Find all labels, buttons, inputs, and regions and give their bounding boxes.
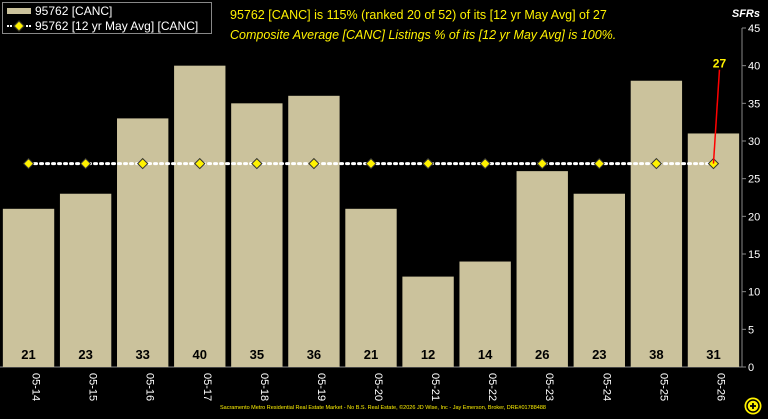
x-tick-label: 05-20 <box>372 373 384 401</box>
avg-callout-line <box>712 69 721 164</box>
bar <box>573 193 625 367</box>
x-tick-label: 05-22 <box>486 373 498 401</box>
bar-data-label: 14 <box>478 347 493 362</box>
bar-data-label: 12 <box>421 347 435 362</box>
bar <box>117 118 169 368</box>
avg-marker <box>536 157 548 170</box>
x-tick-label: 05-21 <box>429 373 441 401</box>
x-tick-label: 05-18 <box>258 373 270 401</box>
avg-marker <box>479 157 491 170</box>
legend-label-avg: 95762 [12 yr May Avg] [CANC] <box>35 19 199 33</box>
y-tick-label: 45 <box>748 23 760 35</box>
chart-headline: 95762 [CANC] is 115% (ranked 20 of 52) o… <box>230 8 607 22</box>
y-tick-label: 15 <box>748 249 760 261</box>
bar <box>231 103 283 367</box>
x-tick-label: 05-16 <box>144 373 156 401</box>
bar <box>288 95 340 368</box>
legend: 95762 [CANC] 95762 [12 yr May Avg] [CANC… <box>2 2 212 34</box>
avg-marker <box>136 157 149 170</box>
avg-marker <box>79 157 92 170</box>
y-tick-label: 10 <box>748 287 760 299</box>
bar <box>402 276 454 367</box>
bar <box>174 65 226 368</box>
chart-subline: Composite Average [CANC] Listings % of i… <box>230 28 617 42</box>
bar <box>516 171 568 367</box>
y-tick-label: 30 <box>748 136 760 148</box>
bar-data-label: 35 <box>250 347 264 362</box>
footer-credit: Sacramento Metro Residential Real Estate… <box>220 405 546 411</box>
y-tick-label: 5 <box>748 324 754 336</box>
bar <box>2 208 55 367</box>
bar <box>59 193 112 367</box>
bar-data-label: 31 <box>706 347 720 362</box>
bar-data-label: 26 <box>535 347 549 362</box>
avg-marker <box>22 157 35 170</box>
avg-marker <box>251 157 263 170</box>
x-tick-label: 05-23 <box>543 373 555 401</box>
x-tick-label: 05-26 <box>714 373 726 401</box>
y-tick-label: 20 <box>748 211 760 223</box>
x-tick-label: 05-14 <box>30 373 42 401</box>
bar-data-label: 38 <box>649 347 663 362</box>
bar-data-label: 21 <box>21 347 35 362</box>
avg-callout-label: 27 <box>713 57 727 71</box>
avg-marker <box>593 157 606 170</box>
avg-marker <box>194 157 206 170</box>
bar <box>630 80 683 367</box>
x-tick-label: 05-24 <box>600 373 612 401</box>
x-tick-label: 05-19 <box>315 373 327 401</box>
y-tick-label: 40 <box>748 61 760 73</box>
bar <box>345 208 397 367</box>
bar-data-label: 23 <box>78 347 92 362</box>
legend-swatch-bar <box>7 8 31 14</box>
brand-logo-icon <box>744 397 762 415</box>
y-tick-label: 0 <box>748 362 754 374</box>
avg-marker <box>365 157 377 170</box>
x-tick-label: 05-17 <box>201 373 213 401</box>
legend-label-canc: 95762 [CANC] <box>35 4 113 18</box>
bar-data-label: 36 <box>307 347 321 362</box>
bar <box>687 133 740 367</box>
y-tick-label: 35 <box>748 98 760 110</box>
legend-swatch-line <box>7 20 31 32</box>
bar <box>459 261 511 367</box>
avg-marker <box>422 157 434 170</box>
x-tick-label: 05-25 <box>657 373 669 401</box>
bar-data-label: 40 <box>193 347 207 362</box>
y-tick-label: 25 <box>748 174 760 186</box>
legend-item-avg: 95762 [12 yr May Avg] [CANC] <box>7 19 198 33</box>
legend-item-canc: 95762 [CANC] <box>7 4 112 18</box>
x-tick-label: 05-15 <box>87 373 99 401</box>
y-axis-unit-label: SFRs <box>731 8 760 20</box>
avg-marker <box>308 157 320 170</box>
bar-data-label: 23 <box>592 347 606 362</box>
avg-marker <box>650 157 663 170</box>
bar-data-label: 33 <box>135 347 149 362</box>
bar-data-label: 21 <box>364 347 378 362</box>
